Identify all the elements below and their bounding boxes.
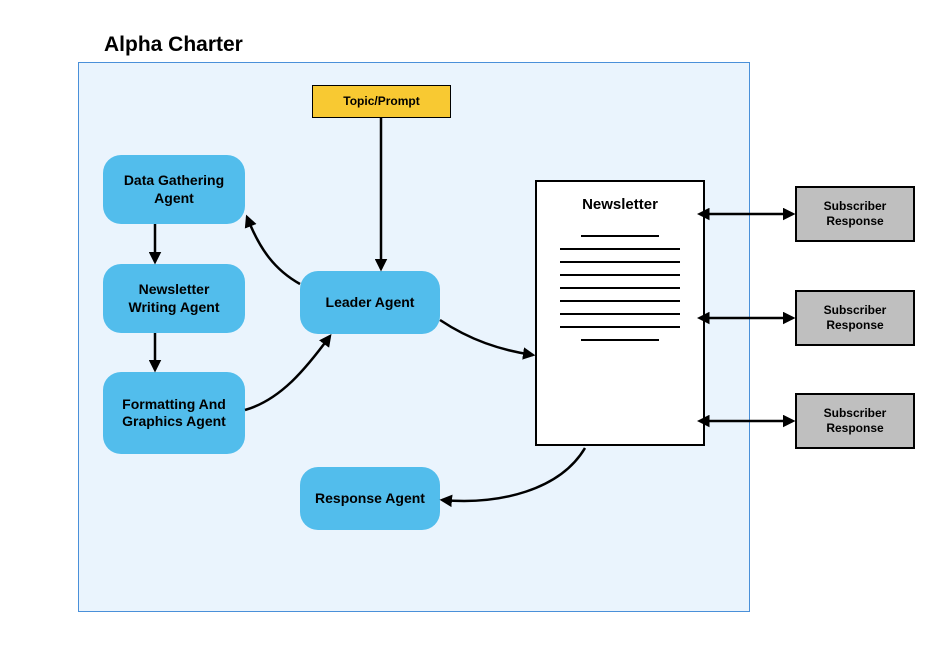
topic-prompt-label: Topic/Prompt	[343, 94, 419, 109]
newsletter-lines	[560, 235, 680, 352]
response-agent-node: Response Agent	[300, 467, 440, 530]
formatting-graphics-agent-node: Formatting And Graphics Agent	[103, 372, 245, 454]
newsletter-document: Newsletter	[535, 180, 705, 446]
newsletter-writing-agent-label: Newsletter Writing Agent	[113, 281, 235, 316]
subscriber-response-2-label: Subscriber Response	[807, 303, 903, 333]
topic-prompt-node: Topic/Prompt	[312, 85, 451, 118]
newsletter-content-line	[560, 261, 680, 263]
diagram-canvas: Alpha Charter Topic/Prompt Data Gatherin…	[0, 0, 943, 669]
response-agent-label: Response Agent	[315, 490, 425, 508]
formatting-graphics-agent-label: Formatting And Graphics Agent	[113, 396, 235, 431]
subscriber-response-1: Subscriber Response	[795, 186, 915, 242]
newsletter-content-line	[560, 287, 680, 289]
data-gathering-agent-node: Data Gathering Agent	[103, 155, 245, 224]
newsletter-content-line	[560, 326, 680, 328]
newsletter-title: Newsletter	[582, 196, 658, 213]
leader-agent-node: Leader Agent	[300, 271, 440, 334]
newsletter-content-line	[560, 274, 680, 276]
newsletter-writing-agent-node: Newsletter Writing Agent	[103, 264, 245, 333]
newsletter-content-line	[560, 300, 680, 302]
diagram-title: Alpha Charter	[104, 33, 243, 57]
newsletter-content-line	[560, 313, 680, 315]
subscriber-response-1-label: Subscriber Response	[807, 199, 903, 229]
subscriber-response-2: Subscriber Response	[795, 290, 915, 346]
subscriber-response-3-label: Subscriber Response	[807, 406, 903, 436]
newsletter-content-line	[560, 248, 680, 250]
leader-agent-label: Leader Agent	[326, 294, 415, 312]
newsletter-content-line	[581, 235, 659, 237]
data-gathering-agent-label: Data Gathering Agent	[113, 172, 235, 207]
subscriber-response-3: Subscriber Response	[795, 393, 915, 449]
newsletter-content-line	[581, 339, 659, 341]
